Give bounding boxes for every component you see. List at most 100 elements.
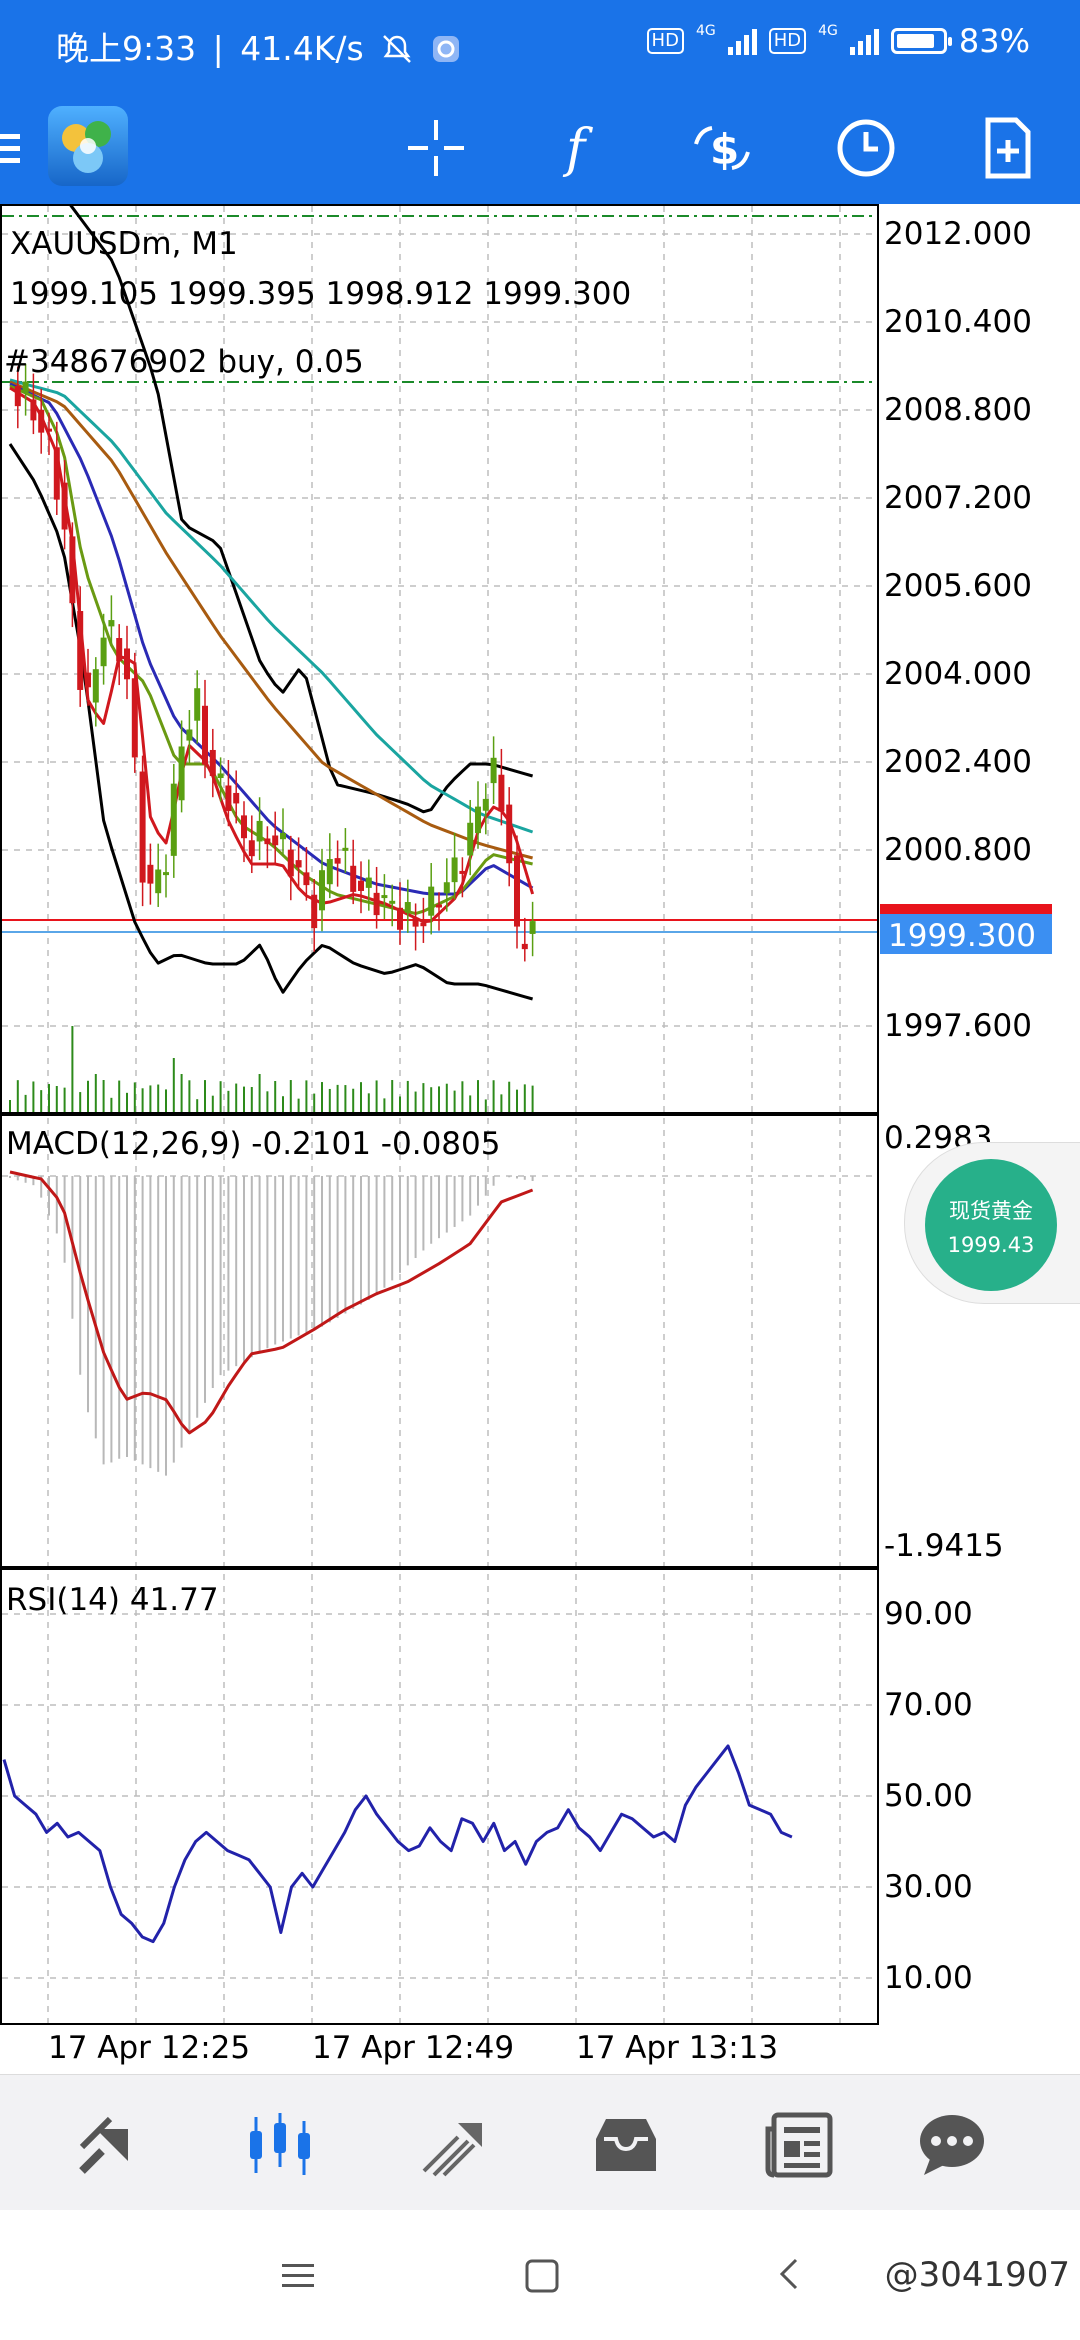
bottom-navigation (0, 2074, 1080, 2211)
volume-bars (9, 1026, 534, 1114)
candle-body (529, 921, 536, 934)
status-left: 晚上9:33 | 41.4K/s (56, 22, 461, 70)
pane-frames (0, 204, 879, 2025)
candle-body (116, 638, 123, 662)
candle-body (482, 798, 489, 811)
menu-icon[interactable] (0, 116, 32, 180)
candle-body (131, 678, 138, 758)
candle-body (443, 882, 450, 894)
candle-body (381, 895, 388, 899)
watermark-text: @3041907 (884, 2255, 1070, 2295)
battery-percent: 83% (958, 22, 1030, 60)
chart-icon[interactable] (244, 2109, 316, 2181)
home-icon[interactable] (522, 2256, 562, 2296)
rsi-tick: 70.00 (884, 1687, 973, 1723)
battery-fill (896, 34, 934, 48)
price-pane-frame (0, 204, 879, 1114)
order-label[interactable]: #348676902 buy, 0.05 (4, 344, 364, 380)
rsi-tick: 30.00 (884, 1869, 973, 1905)
signal-icon-1 (727, 27, 757, 55)
new-document-icon[interactable] (976, 116, 1040, 180)
back-icon[interactable] (770, 2254, 810, 2294)
network-type-1: 4G (695, 23, 716, 39)
ma-green-line (9, 384, 533, 916)
candle-body (498, 774, 505, 812)
candle-body (397, 907, 403, 930)
candle-body (46, 428, 52, 432)
recent-apps-icon[interactable] (278, 2256, 318, 2296)
candle-body (506, 804, 513, 864)
time-tick: 17 Apr 12:49 (312, 2030, 514, 2066)
price-tick: 2010.400 (884, 304, 1032, 340)
battery-icon (890, 28, 952, 54)
quotes-icon[interactable] (72, 2109, 144, 2181)
crosshair-icon[interactable] (404, 116, 468, 180)
news-icon[interactable] (764, 2109, 836, 2181)
candle-body (124, 648, 130, 680)
mute-icon (383, 35, 412, 63)
chart-canvas[interactable]: XAUUSDm, M1 1999.105 1999.395 1998.912 1… (0, 204, 1080, 2074)
quote-badge-circle[interactable]: 现货黄金 1999.43 (925, 1159, 1057, 1291)
candle-body (108, 620, 115, 627)
candle-body (217, 773, 224, 779)
bollinger-upper-line (67, 204, 534, 814)
quote-badge-price: 1999.43 (947, 1233, 1035, 1257)
ohlc-values: 1999.105 1999.395 1998.912 1999.300 (10, 276, 631, 312)
function-icon[interactable]: f (548, 116, 612, 180)
candle-body (311, 894, 318, 929)
candle-body (61, 482, 68, 530)
candle-body (334, 858, 341, 864)
candle-body (295, 860, 302, 868)
current-price-label: 1999.300 (888, 918, 1036, 954)
candle-body (241, 815, 247, 839)
chart-toolbar: f $ (0, 92, 1080, 204)
current-price-box (880, 914, 1052, 954)
rsi-tick: 90.00 (884, 1596, 973, 1632)
price-tick: 2007.200 (884, 480, 1032, 516)
macd-label: MACD(12,26,9) -0.2101 -0.0805 (6, 1126, 500, 1162)
macd-signal-line (9, 1170, 534, 1435)
candle-body (420, 922, 427, 927)
clock-icon[interactable] (834, 116, 898, 180)
candle-body (77, 611, 84, 690)
candle-body (342, 847, 349, 851)
ma-teal-line (9, 378, 534, 834)
candle-body (225, 785, 232, 811)
rsi-line (2, 1744, 793, 1944)
quote-badge[interactable]: 现货黄金 1999.43 (904, 1142, 1080, 1304)
candle-body (467, 822, 474, 856)
candle-body (170, 783, 177, 856)
candle-body (358, 880, 364, 891)
ma-blue-line (9, 382, 534, 896)
network-speed: 41.4K/s (240, 29, 364, 68)
candle-body (404, 902, 411, 913)
ma-brown-line (9, 380, 533, 860)
macd-pane-frame (0, 1114, 879, 1568)
trade-icon[interactable] (418, 2109, 490, 2181)
symbol-dollar-icon[interactable]: $ (690, 116, 754, 180)
rsi-label: RSI(14) 41.77 (6, 1582, 219, 1618)
system-navigation-bar (0, 2210, 1080, 2340)
candle-body (256, 820, 263, 842)
bollinger-bands (8, 204, 534, 1001)
price-tick: 2012.000 (884, 216, 1032, 252)
history-icon[interactable] (590, 2109, 662, 2181)
app-logo-icon[interactable] (46, 104, 130, 188)
candle-body (38, 409, 45, 433)
price-tick: 2000.800 (884, 832, 1032, 868)
candle-body (194, 688, 201, 721)
candle-body (436, 904, 442, 908)
candle-body (514, 855, 520, 927)
candle-body (147, 864, 154, 884)
hd-badge-2: HD (768, 28, 807, 54)
candle-body (85, 672, 91, 688)
chat-icon[interactable] (916, 2109, 988, 2181)
candle-body (365, 877, 372, 888)
candle-body (272, 835, 279, 846)
quote-badge-name: 现货黄金 (949, 1199, 1033, 1223)
candle-body (248, 840, 255, 857)
candle-body (428, 886, 435, 916)
price-tick: 2008.800 (884, 392, 1032, 428)
candle-body (319, 870, 325, 911)
moving-averages (9, 378, 535, 924)
